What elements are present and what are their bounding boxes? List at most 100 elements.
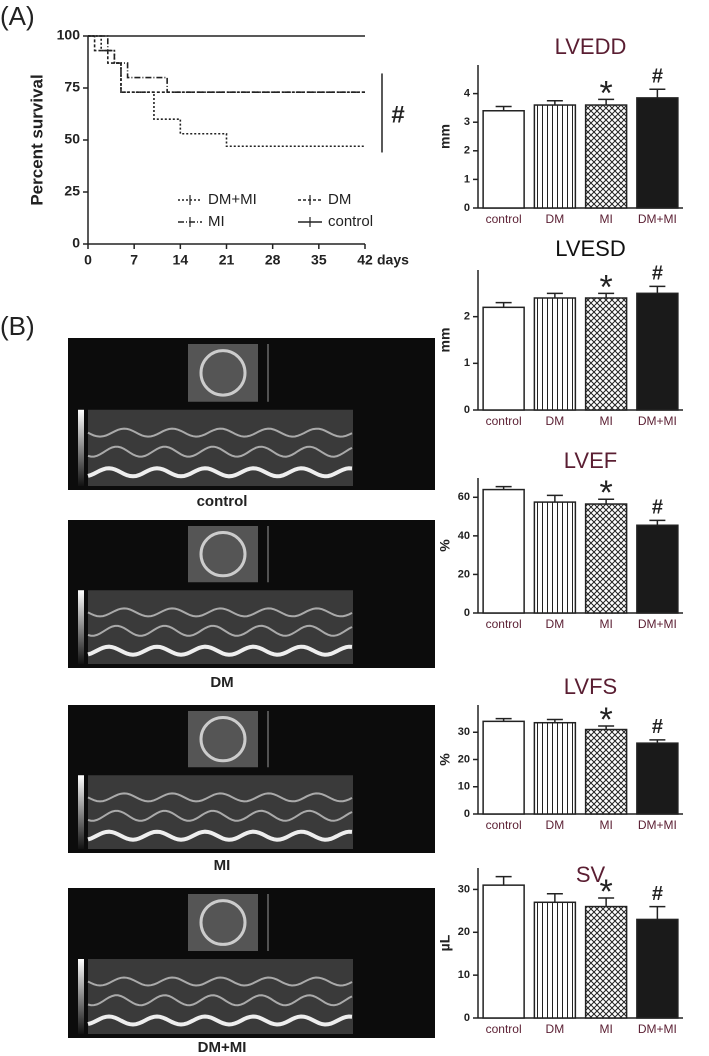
x-tick-label: MI (599, 212, 612, 226)
x-tick-label: control (486, 1022, 522, 1036)
y-tick-label: 2 (464, 311, 470, 323)
echo-images: control DM MI DM+MI (68, 338, 435, 1056)
echo-label: MI (214, 857, 231, 874)
y-tick-label: 20 (458, 926, 470, 938)
y-tick-label: 100 (57, 27, 81, 43)
echo-label: control (197, 493, 248, 510)
chart-title: LVFS (564, 674, 617, 699)
y-tick-label: 10 (458, 781, 470, 793)
annotation: * (600, 268, 613, 306)
x-tick-label: MI (599, 1022, 612, 1036)
bar (636, 524, 679, 614)
annotation: # (652, 883, 663, 905)
x-tick-label: DM (546, 414, 565, 428)
y-tick-label: 3 (464, 116, 470, 128)
bar (584, 905, 628, 1019)
x-tick-label: 28 (265, 252, 281, 268)
echo-wall (87, 809, 353, 822)
panel-label: (A) (0, 1, 35, 31)
echo-label: DM (210, 674, 233, 691)
legend-label: control (328, 213, 373, 230)
y-tick-label: 4 (464, 88, 471, 100)
x-tick-label: DM (546, 1022, 565, 1036)
x-tick-label: 35 (311, 252, 327, 268)
x-tick-label: DM (546, 617, 565, 631)
y-tick-label: 0 (464, 808, 470, 820)
y-tick-label: 0 (464, 202, 470, 214)
y-axis-label: % (437, 539, 453, 552)
y-tick-label: 10 (458, 969, 470, 981)
x-tick-label: 21 (219, 252, 235, 268)
annotation: * (600, 701, 613, 739)
echo-grayscale (78, 959, 84, 1034)
echo-inset (188, 711, 258, 768)
bar (584, 728, 628, 815)
echo-wall (87, 445, 353, 458)
annotation: # (652, 263, 663, 285)
echo-wall (87, 829, 353, 842)
echo-wall (87, 624, 353, 637)
bar (584, 104, 628, 209)
x-tick-label: DM (546, 818, 565, 832)
x-tick-label: DM+MI (638, 1022, 677, 1036)
bar (482, 306, 525, 411)
x-tick-label: MI (599, 414, 612, 428)
x-tick-label: 14 (173, 252, 189, 268)
bar (482, 884, 525, 1019)
y-tick-label: 20 (458, 753, 470, 765)
bar (636, 742, 679, 815)
x-tick-label: 42 (357, 252, 373, 268)
bar (636, 292, 679, 411)
y-axis-label: µL (437, 934, 453, 951)
y-tick-label: 75 (64, 79, 80, 95)
y-tick-label: 30 (458, 726, 470, 738)
y-tick-label: 30 (458, 883, 470, 895)
annotation: # (652, 66, 663, 88)
annotation: * (600, 74, 613, 112)
survival-line (88, 35, 365, 93)
annotation: * (600, 873, 613, 911)
echo-heart (199, 530, 247, 578)
x-tick-label: DM+MI (638, 818, 677, 832)
bar (482, 488, 525, 614)
y-tick-label: 60 (458, 491, 470, 503)
echo-label: DM+MI (198, 1039, 247, 1056)
x-tick-label: DM+MI (638, 617, 677, 631)
echo-wall (87, 1014, 353, 1027)
y-tick-label: 50 (64, 131, 80, 147)
y-axis-label: mm (437, 124, 453, 149)
y-tick-label: 1 (464, 173, 470, 185)
echo-inset (188, 526, 258, 583)
chart-title: LVEF (564, 448, 617, 473)
echo-wall (87, 466, 353, 479)
x-tick-label: control (486, 818, 522, 832)
y-axis-label: mm (437, 328, 453, 353)
survival-line (88, 35, 365, 93)
bar (533, 104, 577, 209)
y-axis-label: % (437, 753, 453, 766)
echo-heart (199, 349, 247, 397)
x-tick-label: MI (599, 617, 612, 631)
x-tick-label: control (486, 617, 522, 631)
x-tick-label: DM+MI (638, 414, 677, 428)
echo-grayscale (78, 775, 84, 849)
panel-label: (B) (0, 311, 35, 341)
y-tick-label: 2 (464, 145, 470, 157)
annotation: * (600, 474, 613, 512)
bar (533, 721, 577, 815)
y-tick-label: 0 (72, 235, 80, 251)
echo-wall (87, 976, 353, 987)
annotation: # (652, 497, 663, 519)
bar (533, 297, 577, 411)
echo-grayscale (78, 409, 84, 486)
echo-heart (199, 899, 247, 946)
y-tick-label: 20 (458, 568, 470, 580)
y-axis-label: Percent survival (27, 74, 46, 205)
x-tick-label: 7 (130, 252, 138, 268)
legend-label: DM (328, 191, 351, 208)
bar (533, 501, 577, 614)
legend-label: DM+MI (208, 191, 257, 208)
bar (482, 720, 525, 815)
echo-grayscale (78, 590, 84, 664)
